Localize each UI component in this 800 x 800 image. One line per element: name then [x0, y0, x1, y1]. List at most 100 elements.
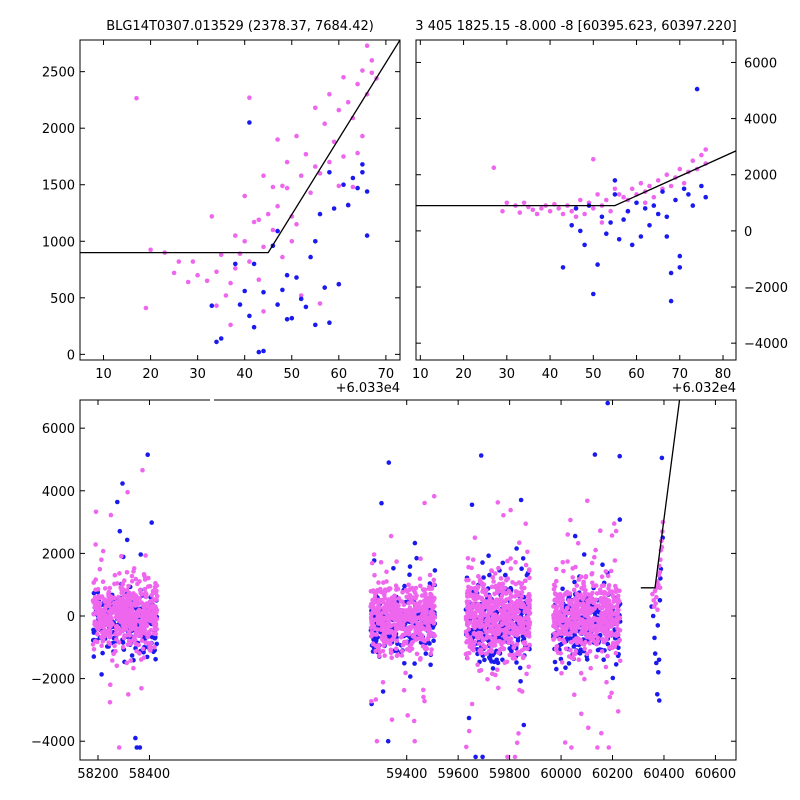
x-tick-label: 60200 [592, 767, 633, 782]
pink-data-point [393, 626, 399, 631]
pink-data-point [114, 624, 119, 629]
pink-data-point [142, 577, 148, 582]
pink-data-point [594, 626, 599, 632]
pink-data-point [322, 121, 328, 126]
pink-data-point [610, 643, 615, 648]
pink-data-point [131, 566, 137, 571]
blue-data-point [599, 214, 605, 220]
pink-data-point [96, 608, 102, 614]
pink-data-point [615, 619, 620, 625]
pink-data-point [609, 533, 615, 538]
pink-data-point [465, 651, 470, 656]
pink-data-point [369, 699, 374, 704]
pink-data-point [120, 644, 126, 650]
pink-data-point [606, 601, 612, 607]
pink-data-point [505, 629, 511, 635]
blue-data-point [656, 657, 662, 663]
pink-data-point [126, 583, 131, 589]
pink-data-point [92, 601, 97, 606]
blue-data-point [345, 202, 351, 208]
pink-data-point [578, 670, 584, 676]
pink-data-point [117, 571, 122, 576]
pink-data-point [551, 582, 557, 588]
pink-data-point [523, 606, 528, 612]
pink-data-point [581, 601, 586, 606]
pink-data-point [389, 717, 395, 722]
pink-data-point [506, 640, 511, 646]
blue-data-point [612, 178, 618, 183]
pink-data-point [93, 542, 98, 547]
pink-data-point [564, 631, 570, 636]
pink-data-point [129, 579, 135, 584]
plot-frame [79, 39, 401, 361]
pink-data-point [108, 682, 113, 687]
pink-data-point [133, 641, 139, 647]
pink-data-point [594, 654, 599, 660]
pink-data-point [629, 186, 635, 192]
blue-data-point [402, 583, 407, 589]
pink-data-point [406, 631, 412, 637]
pink-data-point [638, 180, 644, 186]
pink-data-point [369, 58, 375, 63]
pink-data-point [116, 616, 122, 621]
pink-data-point [521, 630, 526, 635]
x-tick-label: 30 [189, 367, 206, 382]
pink-data-point [134, 610, 139, 616]
pink-data-point [113, 649, 118, 654]
pink-data-point [419, 593, 425, 598]
pink-data-point [514, 740, 520, 746]
pink-data-point [416, 624, 422, 630]
pink-data-point [427, 630, 433, 636]
pink-data-point [505, 558, 510, 564]
pink-data-point [496, 565, 501, 571]
pink-data-point [519, 689, 525, 694]
pink-data-point [399, 623, 405, 629]
pink-data-point [574, 603, 579, 609]
pink-data-point [118, 629, 124, 634]
blue-data-point [371, 637, 376, 642]
pink-data-point [400, 590, 405, 595]
pink-data-point [568, 647, 573, 653]
pink-data-point [611, 521, 617, 526]
pink-data-point [510, 640, 515, 646]
blue-data-point [317, 211, 323, 217]
pink-data-point [412, 738, 418, 744]
blue-data-point [668, 270, 674, 276]
pink-data-point [570, 626, 576, 631]
pink-data-point [414, 651, 420, 657]
blue-data-point [214, 339, 219, 345]
pink-data-point [131, 591, 136, 596]
pink-data-point [477, 634, 483, 640]
pink-data-point [120, 586, 126, 592]
pink-data-point [598, 595, 604, 601]
pink-data-point [396, 607, 402, 613]
pink-data-point [114, 637, 119, 642]
blue-data-point [355, 185, 360, 191]
pink-data-point [472, 639, 478, 645]
pink-data-point [647, 183, 652, 189]
pink-data-point [476, 574, 481, 579]
pink-data-point [615, 600, 621, 606]
blue-data-point [120, 481, 125, 486]
blue-data-point [657, 598, 663, 603]
pink-data-point [578, 609, 584, 614]
pink-data-point [336, 183, 342, 189]
pink-data-point [385, 601, 390, 606]
pink-data-point [579, 586, 584, 591]
pink-data-point [584, 607, 589, 613]
blue-data-point [610, 675, 616, 681]
pink-data-point [382, 592, 387, 598]
pink-data-point [552, 635, 557, 641]
pink-data-point [142, 618, 147, 624]
x-tick-label: 60400 [643, 767, 684, 782]
blue-data-point [360, 162, 365, 167]
pink-data-point [289, 239, 295, 244]
pink-data-point [605, 630, 611, 636]
pink-data-point [114, 663, 120, 669]
blue-data-point [660, 189, 665, 194]
pink-data-point [472, 535, 478, 540]
pink-data-point [376, 653, 382, 659]
pink-data-point [595, 635, 600, 641]
pink-data-point [589, 626, 594, 631]
blue-data-point [473, 754, 478, 760]
